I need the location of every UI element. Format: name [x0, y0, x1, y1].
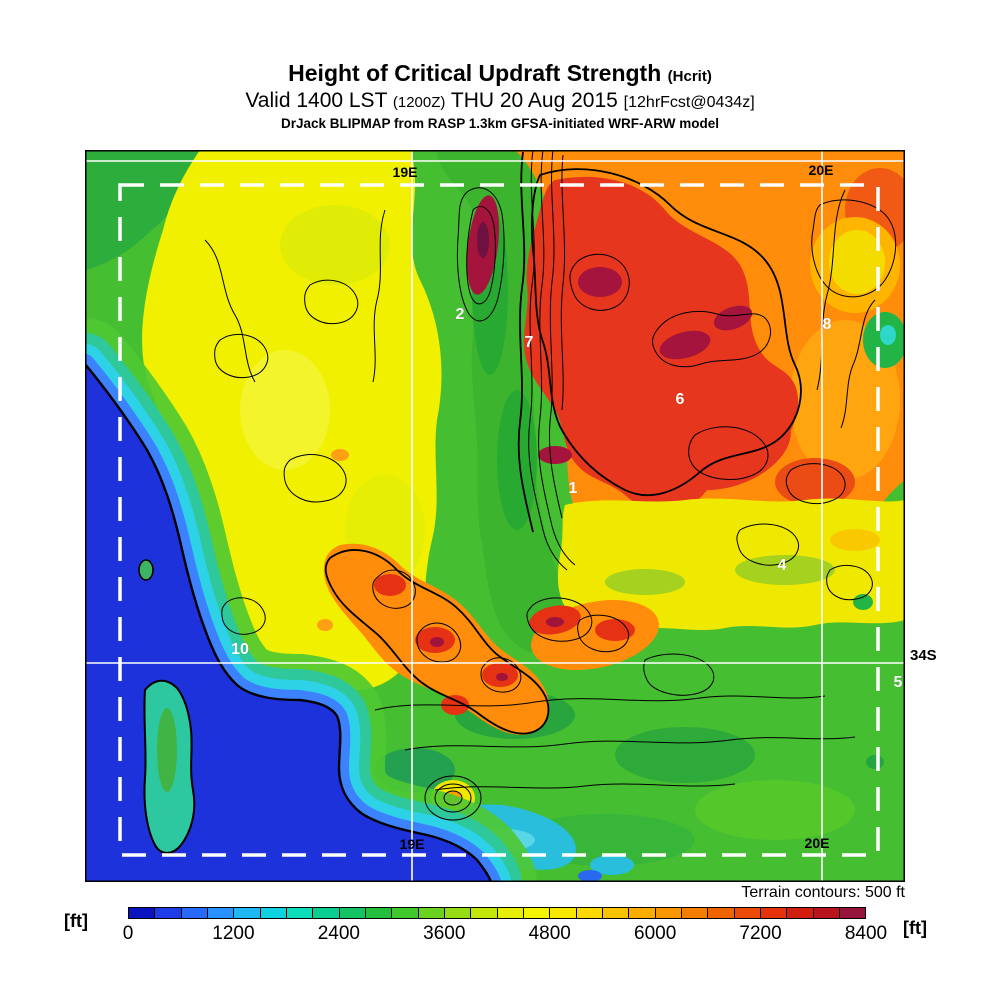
title-text: Height of Critical Updraft Strength: [288, 60, 662, 86]
colorbar-segment: [392, 908, 419, 918]
island: [138, 559, 154, 581]
colorbar-segment: [708, 908, 735, 918]
colorbar-segment: [839, 908, 866, 918]
colorbar-segment: [813, 908, 840, 918]
region-label: 1: [568, 480, 578, 497]
colorbar-segment: [681, 908, 709, 918]
colorbar-segment: [523, 908, 551, 918]
region-label: 4: [777, 557, 787, 574]
colorbar-segment: [629, 908, 656, 918]
colorbar-segment: [787, 908, 814, 918]
colorbar-segment: [234, 908, 261, 918]
colorbar-segment: [655, 908, 682, 918]
colorbar-segment: [471, 908, 498, 918]
colorbar-segment: [602, 908, 630, 918]
colorbar-segment: [734, 908, 761, 918]
region-label: 2: [455, 306, 465, 323]
colorbar-tick-label: 4800: [528, 923, 571, 944]
colorbar-segment: [497, 908, 524, 918]
colorbar-segment: [760, 908, 788, 918]
colorbar-segment: [550, 908, 577, 918]
colorbar-segment: [155, 908, 182, 918]
domain-boundary-dashed: [118, 183, 880, 857]
region-label: 10: [231, 641, 249, 658]
region-label: 8: [822, 316, 832, 333]
colorbar-segment: [286, 908, 314, 918]
colorbar-tick-label: 0: [122, 923, 134, 944]
colorbar: [128, 907, 866, 919]
grid-label: 20E: [804, 835, 830, 851]
colorbar-segment: [181, 908, 208, 918]
valid-zulu: (1200Z): [392, 94, 446, 111]
colorbar-segment: [129, 908, 156, 918]
latitude-label: 34S: [910, 647, 937, 664]
model-line: DrJack BLIPMAP from RASP 1.3km GFSA-init…: [280, 116, 720, 131]
region-label: 7: [524, 334, 534, 351]
colorbar-segment: [418, 908, 445, 918]
latlon-grid: [85, 150, 905, 882]
valid-time-line: Valid 1400 LST (1200Z) THU 20 Aug 2015 […: [0, 89, 1000, 113]
colorbar-segment: [260, 908, 287, 918]
colorbar-segment: [576, 908, 603, 918]
page-title: Height of Critical Updraft Strength (Hcr…: [0, 60, 1000, 87]
grid-label: 20E: [808, 162, 834, 178]
colorbar-tick-label: 6000: [634, 923, 677, 944]
colorbar-tick-label: 2400: [317, 923, 360, 944]
colorbar-segment: [207, 908, 235, 918]
map-label-overlay: 19E 20E 19E 20E 2 7 8 6 1 4 10 5: [85, 150, 905, 882]
orange-highland-region: [466, 150, 905, 601]
colorbar-tick-label: 3600: [423, 923, 466, 944]
colorbar-tick-label: 7200: [739, 923, 782, 944]
colorbar-unit-right: [ft]: [903, 918, 927, 938]
valid-date: THU 20 Aug 2015: [450, 89, 618, 112]
grid-label: 19E: [399, 836, 425, 852]
colorbar-ticks: 0 1200 2400 3600 4800 6000 7200 8400: [123, 923, 887, 948]
valid-forecast-tag: [12hrFcst@0434z]: [623, 94, 755, 111]
yellow-midband-region: [557, 498, 905, 632]
terrain-contours-note: Terrain contours: 500 ft: [741, 884, 905, 901]
colorbar-tick-label: 1200: [212, 923, 255, 944]
region-label: 6: [675, 391, 685, 408]
terrain-map-svg: [85, 150, 905, 882]
colorbar-segment: [444, 908, 472, 918]
colorbar-unit-left: [ft]: [64, 911, 88, 931]
colorbar-tick-label: 8400: [844, 923, 888, 944]
title-suffix: (Hcrit): [667, 68, 712, 85]
map-border: [85, 150, 905, 882]
colorbar-segment: [365, 908, 393, 918]
valid-prefix: Valid 1400 LST: [245, 89, 388, 112]
colorbar-segment: [313, 908, 340, 918]
coastline: [85, 363, 493, 882]
cape-peninsula: [143, 679, 196, 854]
region-label: 5: [893, 674, 903, 691]
forecast-map: 19E 20E 19E 20E 2 7 8 6 1 4 10 5: [85, 150, 905, 882]
terrain-contours: [204, 150, 897, 821]
colorbar-segment: [339, 908, 366, 918]
grid-label: 19E: [392, 164, 418, 180]
